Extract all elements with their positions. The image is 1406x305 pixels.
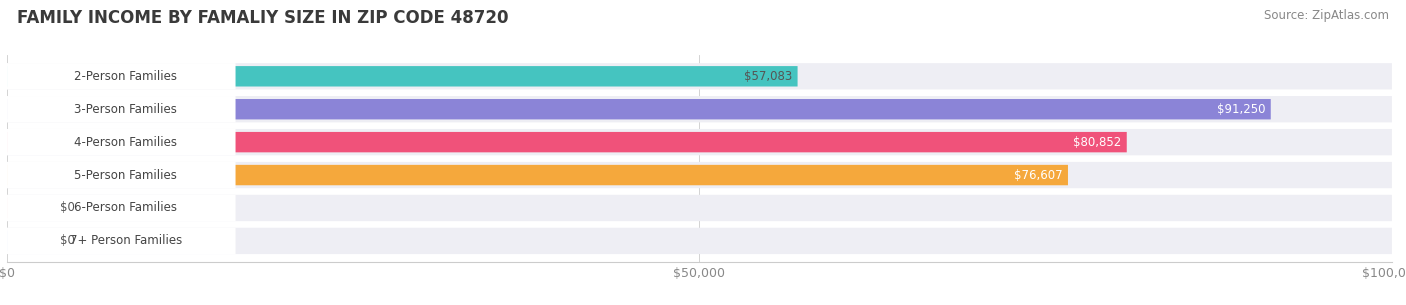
FancyBboxPatch shape <box>7 162 1392 188</box>
Text: 2-Person Families: 2-Person Families <box>75 70 177 83</box>
FancyBboxPatch shape <box>7 228 236 254</box>
FancyBboxPatch shape <box>7 165 1069 185</box>
Text: $76,607: $76,607 <box>1014 169 1063 181</box>
FancyBboxPatch shape <box>7 96 236 122</box>
Text: $57,083: $57,083 <box>744 70 792 83</box>
FancyBboxPatch shape <box>7 96 1392 122</box>
FancyBboxPatch shape <box>7 66 797 87</box>
FancyBboxPatch shape <box>7 162 236 188</box>
FancyBboxPatch shape <box>7 132 1126 152</box>
FancyBboxPatch shape <box>7 129 236 155</box>
Text: 5-Person Families: 5-Person Families <box>75 169 177 181</box>
Text: $0: $0 <box>59 202 75 214</box>
Text: Source: ZipAtlas.com: Source: ZipAtlas.com <box>1264 9 1389 22</box>
FancyBboxPatch shape <box>7 231 46 251</box>
FancyBboxPatch shape <box>7 195 236 221</box>
Text: 3-Person Families: 3-Person Families <box>75 103 177 116</box>
FancyBboxPatch shape <box>7 63 236 89</box>
Text: $80,852: $80,852 <box>1073 136 1121 149</box>
FancyBboxPatch shape <box>7 129 1392 155</box>
Text: 7+ Person Families: 7+ Person Families <box>70 235 181 247</box>
FancyBboxPatch shape <box>7 228 1392 254</box>
Text: $91,250: $91,250 <box>1216 103 1265 116</box>
FancyBboxPatch shape <box>7 63 1392 89</box>
Text: 4-Person Families: 4-Person Families <box>75 136 177 149</box>
FancyBboxPatch shape <box>7 198 46 218</box>
Text: FAMILY INCOME BY FAMALIY SIZE IN ZIP CODE 48720: FAMILY INCOME BY FAMALIY SIZE IN ZIP COD… <box>17 9 509 27</box>
FancyBboxPatch shape <box>7 195 1392 221</box>
Text: 6-Person Families: 6-Person Families <box>75 202 177 214</box>
Text: $0: $0 <box>59 235 75 247</box>
FancyBboxPatch shape <box>7 99 1271 120</box>
